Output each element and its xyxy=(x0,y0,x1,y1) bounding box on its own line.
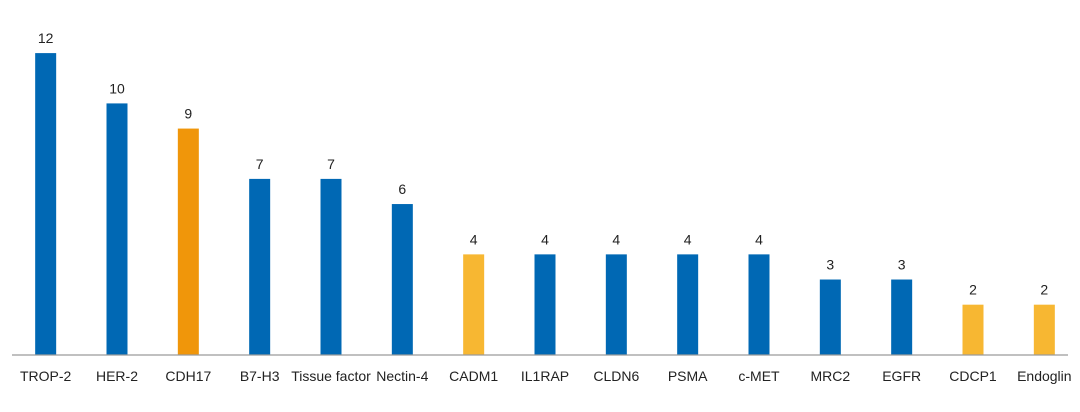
bar-trop-2 xyxy=(35,53,57,355)
value-labels-layer: 12 10 9 7 7 6 4 4 4 4 4 3 3 2 2 xyxy=(38,30,1049,298)
value-label-mrc2: 3 xyxy=(826,257,834,273)
x-tick-label-c-met: c-MET xyxy=(738,368,780,384)
bar-psma xyxy=(677,254,699,355)
bar-endoglin xyxy=(1033,304,1055,355)
x-tick-label-egfr: EGFR xyxy=(882,368,921,384)
value-label-cdh17: 9 xyxy=(184,106,192,122)
x-tick-label-b7-h3: B7-H3 xyxy=(240,368,280,384)
x-tick-label-cadm1: CADM1 xyxy=(449,368,498,384)
value-label-endoglin: 2 xyxy=(1040,282,1048,298)
value-label-c-met: 4 xyxy=(755,231,763,247)
bars-layer xyxy=(35,53,1055,355)
value-label-b7-h3: 7 xyxy=(256,156,264,172)
x-tick-labels: TROP-2 HER-2 CDH17 B7-H3 Tissue factor Nectin… xyxy=(20,368,1072,384)
bar-egfr xyxy=(891,279,913,355)
value-label-il1rap: 4 xyxy=(541,231,549,247)
bar-cdcp1 xyxy=(962,304,984,355)
x-tick-label-il1rap: IL1RAP xyxy=(521,368,569,384)
x-tick-label-psma: PSMA xyxy=(668,368,708,384)
bar-nectin-4 xyxy=(391,204,413,355)
bar-cldn6 xyxy=(605,254,627,355)
value-label-tissue-factor: 7 xyxy=(327,156,335,172)
x-tick-label-cdcp1: CDCP1 xyxy=(949,368,997,384)
value-label-cdcp1: 2 xyxy=(969,282,977,298)
bar-il1rap xyxy=(534,254,556,355)
x-tick-label-mrc2: MRC2 xyxy=(810,368,850,384)
value-label-nectin-4: 6 xyxy=(398,181,406,197)
value-label-psma: 4 xyxy=(684,231,692,247)
x-tick-label-trop-2: TROP-2 xyxy=(20,368,72,384)
bar-tissue-factor xyxy=(320,178,342,355)
bar-c-met xyxy=(748,254,770,355)
x-tick-label-her-2: HER-2 xyxy=(96,368,138,384)
value-label-trop-2: 12 xyxy=(38,30,54,46)
bar-cdh17 xyxy=(177,128,199,355)
x-tick-label-cldn6: CLDN6 xyxy=(593,368,639,384)
bar-mrc2 xyxy=(819,279,841,355)
x-tick-label-endoglin: Endoglin xyxy=(1017,368,1072,384)
x-tick-label-cdh17: CDH17 xyxy=(165,368,211,384)
x-tick-label-nectin-4: Nectin-4 xyxy=(376,368,428,384)
value-label-cadm1: 4 xyxy=(470,231,478,247)
value-label-her-2: 10 xyxy=(109,80,125,96)
bar-her-2 xyxy=(106,103,128,355)
value-label-egfr: 3 xyxy=(898,257,906,273)
bar-b7-h3 xyxy=(249,178,271,355)
x-tick-label-tissue-factor: Tissue factor xyxy=(291,368,371,384)
bar-cadm1 xyxy=(463,254,485,355)
value-label-cldn6: 4 xyxy=(612,231,620,247)
